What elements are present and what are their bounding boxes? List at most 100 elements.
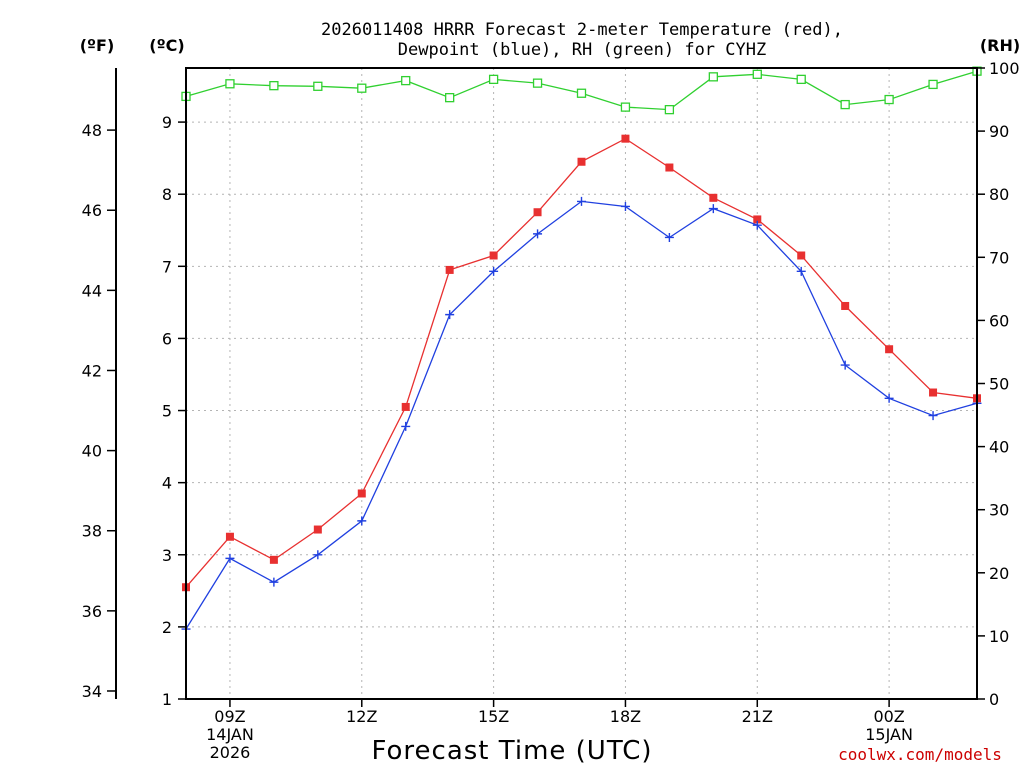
- rh-point: [313, 81, 323, 91]
- rh-point: [225, 79, 235, 89]
- rh-point: [532, 78, 543, 88]
- 2-meter-temperature-point: [313, 525, 322, 534]
- x-tick-label: 09Z: [214, 707, 245, 726]
- rh-unit-label: (RH): [980, 36, 1020, 55]
- 2-meter-temperature-line: [185, 137, 978, 588]
- celsius-tick-label: 3: [162, 546, 172, 565]
- fahrenheit-tick-label: 42: [82, 361, 102, 380]
- rh-point: [576, 88, 587, 98]
- rh-point: [840, 99, 850, 110]
- rh-point: [884, 94, 894, 105]
- fahrenheit-tick-label: 36: [82, 602, 102, 621]
- x-tick-label: 15JAN: [865, 725, 913, 744]
- rh-tick-label: 0: [989, 690, 999, 709]
- 2-meter-temperature-point: [841, 301, 850, 310]
- rh-point: [620, 102, 631, 112]
- 2-meter-temperature-point: [753, 215, 762, 224]
- 2-meter-temperature-point: [577, 157, 586, 166]
- dewpoint-point: [796, 266, 806, 276]
- celsius-tick-label: 2: [162, 618, 172, 637]
- dewpoint-point: [445, 310, 455, 320]
- rh-tick-label: 20: [989, 564, 1009, 583]
- fahrenheit-unit-label: (ºF): [80, 36, 115, 55]
- fahrenheit-tick-label: 34: [82, 682, 102, 701]
- dewpoint-point: [708, 204, 718, 214]
- celsius-tick-label: 1: [162, 690, 172, 709]
- chart-title-line-2: Dewpoint (blue), RH (green) for CYHZ: [398, 40, 766, 60]
- celsius-tick-label: 9: [162, 113, 172, 132]
- fahrenheit-tick-label: 46: [82, 201, 102, 220]
- 2-meter-temperature-point: [357, 489, 366, 498]
- rh-point: [401, 75, 411, 86]
- rh-point: [269, 81, 279, 91]
- 2-meter-temperature-point: [269, 555, 278, 564]
- fahrenheit-tick-label: 38: [82, 522, 102, 541]
- rh-tick-label: 60: [989, 311, 1009, 330]
- rh-tick-label: 50: [989, 375, 1009, 394]
- fahrenheit-tick-label: 48: [82, 121, 102, 140]
- source-credit: coolwx.com/models: [838, 745, 1002, 764]
- dewpoint-point: [313, 550, 323, 560]
- rh-point: [752, 69, 762, 79]
- x-tick-label: 12Z: [346, 707, 377, 726]
- celsius-tick-label: 5: [162, 402, 172, 421]
- 2-meter-temperature-point: [533, 208, 542, 217]
- celsius-tick-label: 7: [162, 257, 172, 276]
- x-tick-label: 00Z: [873, 707, 904, 726]
- dewpoint-point: [357, 516, 367, 526]
- rh-tick-label: 100: [989, 59, 1020, 78]
- x-tick-label: 2026: [210, 743, 251, 762]
- dewpoint-point: [840, 360, 850, 370]
- dewpoint-point: [664, 232, 674, 242]
- rh-tick-label: 80: [989, 185, 1009, 204]
- fahrenheit-tick-label: 40: [82, 442, 102, 461]
- dewpoint-point: [577, 196, 586, 206]
- rh-tick-label: 10: [989, 627, 1009, 646]
- celsius-unit-label: (ºC): [149, 36, 184, 55]
- dewpoint-point: [928, 411, 938, 421]
- x-axis-title: Forecast Time (UTC): [371, 736, 652, 766]
- rh-tick-label: 70: [989, 248, 1009, 267]
- 2-meter-temperature-point: [665, 163, 674, 172]
- rh-tick-label: 30: [989, 501, 1009, 520]
- 2-meter-temperature-point: [885, 345, 894, 354]
- 2-meter-temperature-point: [445, 265, 454, 274]
- chart-title-line-1: 2026011408 HRRR Forecast 2-meter Tempera…: [321, 20, 843, 40]
- 2-meter-temperature-point: [709, 193, 718, 202]
- rh-point: [928, 79, 938, 90]
- 2-meter-temperature-point: [489, 251, 498, 260]
- dewpoint-point: [752, 220, 762, 230]
- rh-point: [796, 74, 806, 85]
- x-tick-label: 18Z: [610, 707, 641, 726]
- 2-meter-temperature-point: [225, 532, 234, 541]
- dewpoint-point: [620, 201, 630, 211]
- rh-point: [445, 93, 455, 103]
- rh-point: [357, 83, 367, 93]
- 2-meter-temperature-point: [797, 251, 806, 260]
- 2-meter-temperature-point: [621, 134, 630, 143]
- x-tick-label: 21Z: [742, 707, 773, 726]
- celsius-tick-label: 8: [162, 185, 172, 204]
- rh-tick-label: 40: [989, 438, 1009, 457]
- dewpoint-point: [489, 266, 499, 276]
- 2-meter-temperature-point: [401, 402, 410, 411]
- series-layer: [181, 66, 982, 634]
- celsius-tick-label: 4: [162, 474, 172, 493]
- dewpoint-point: [401, 421, 411, 431]
- x-tick-label: 15Z: [478, 707, 509, 726]
- 2-meter-temperature-point: [929, 388, 938, 397]
- dewpoint-line: [185, 200, 978, 630]
- dewpoint-point: [269, 577, 279, 587]
- rh-point: [708, 72, 718, 82]
- dewpoint-point: [225, 553, 235, 563]
- dewpoint-point: [884, 393, 894, 403]
- fahrenheit-tick-label: 44: [82, 281, 102, 300]
- celsius-tick-label: 6: [162, 329, 172, 348]
- rh-point: [488, 74, 499, 85]
- dewpoint-point: [533, 229, 543, 239]
- rh-tick-label: 90: [989, 122, 1009, 141]
- x-tick-label: 14JAN: [206, 725, 254, 744]
- rh-point: [664, 104, 675, 115]
